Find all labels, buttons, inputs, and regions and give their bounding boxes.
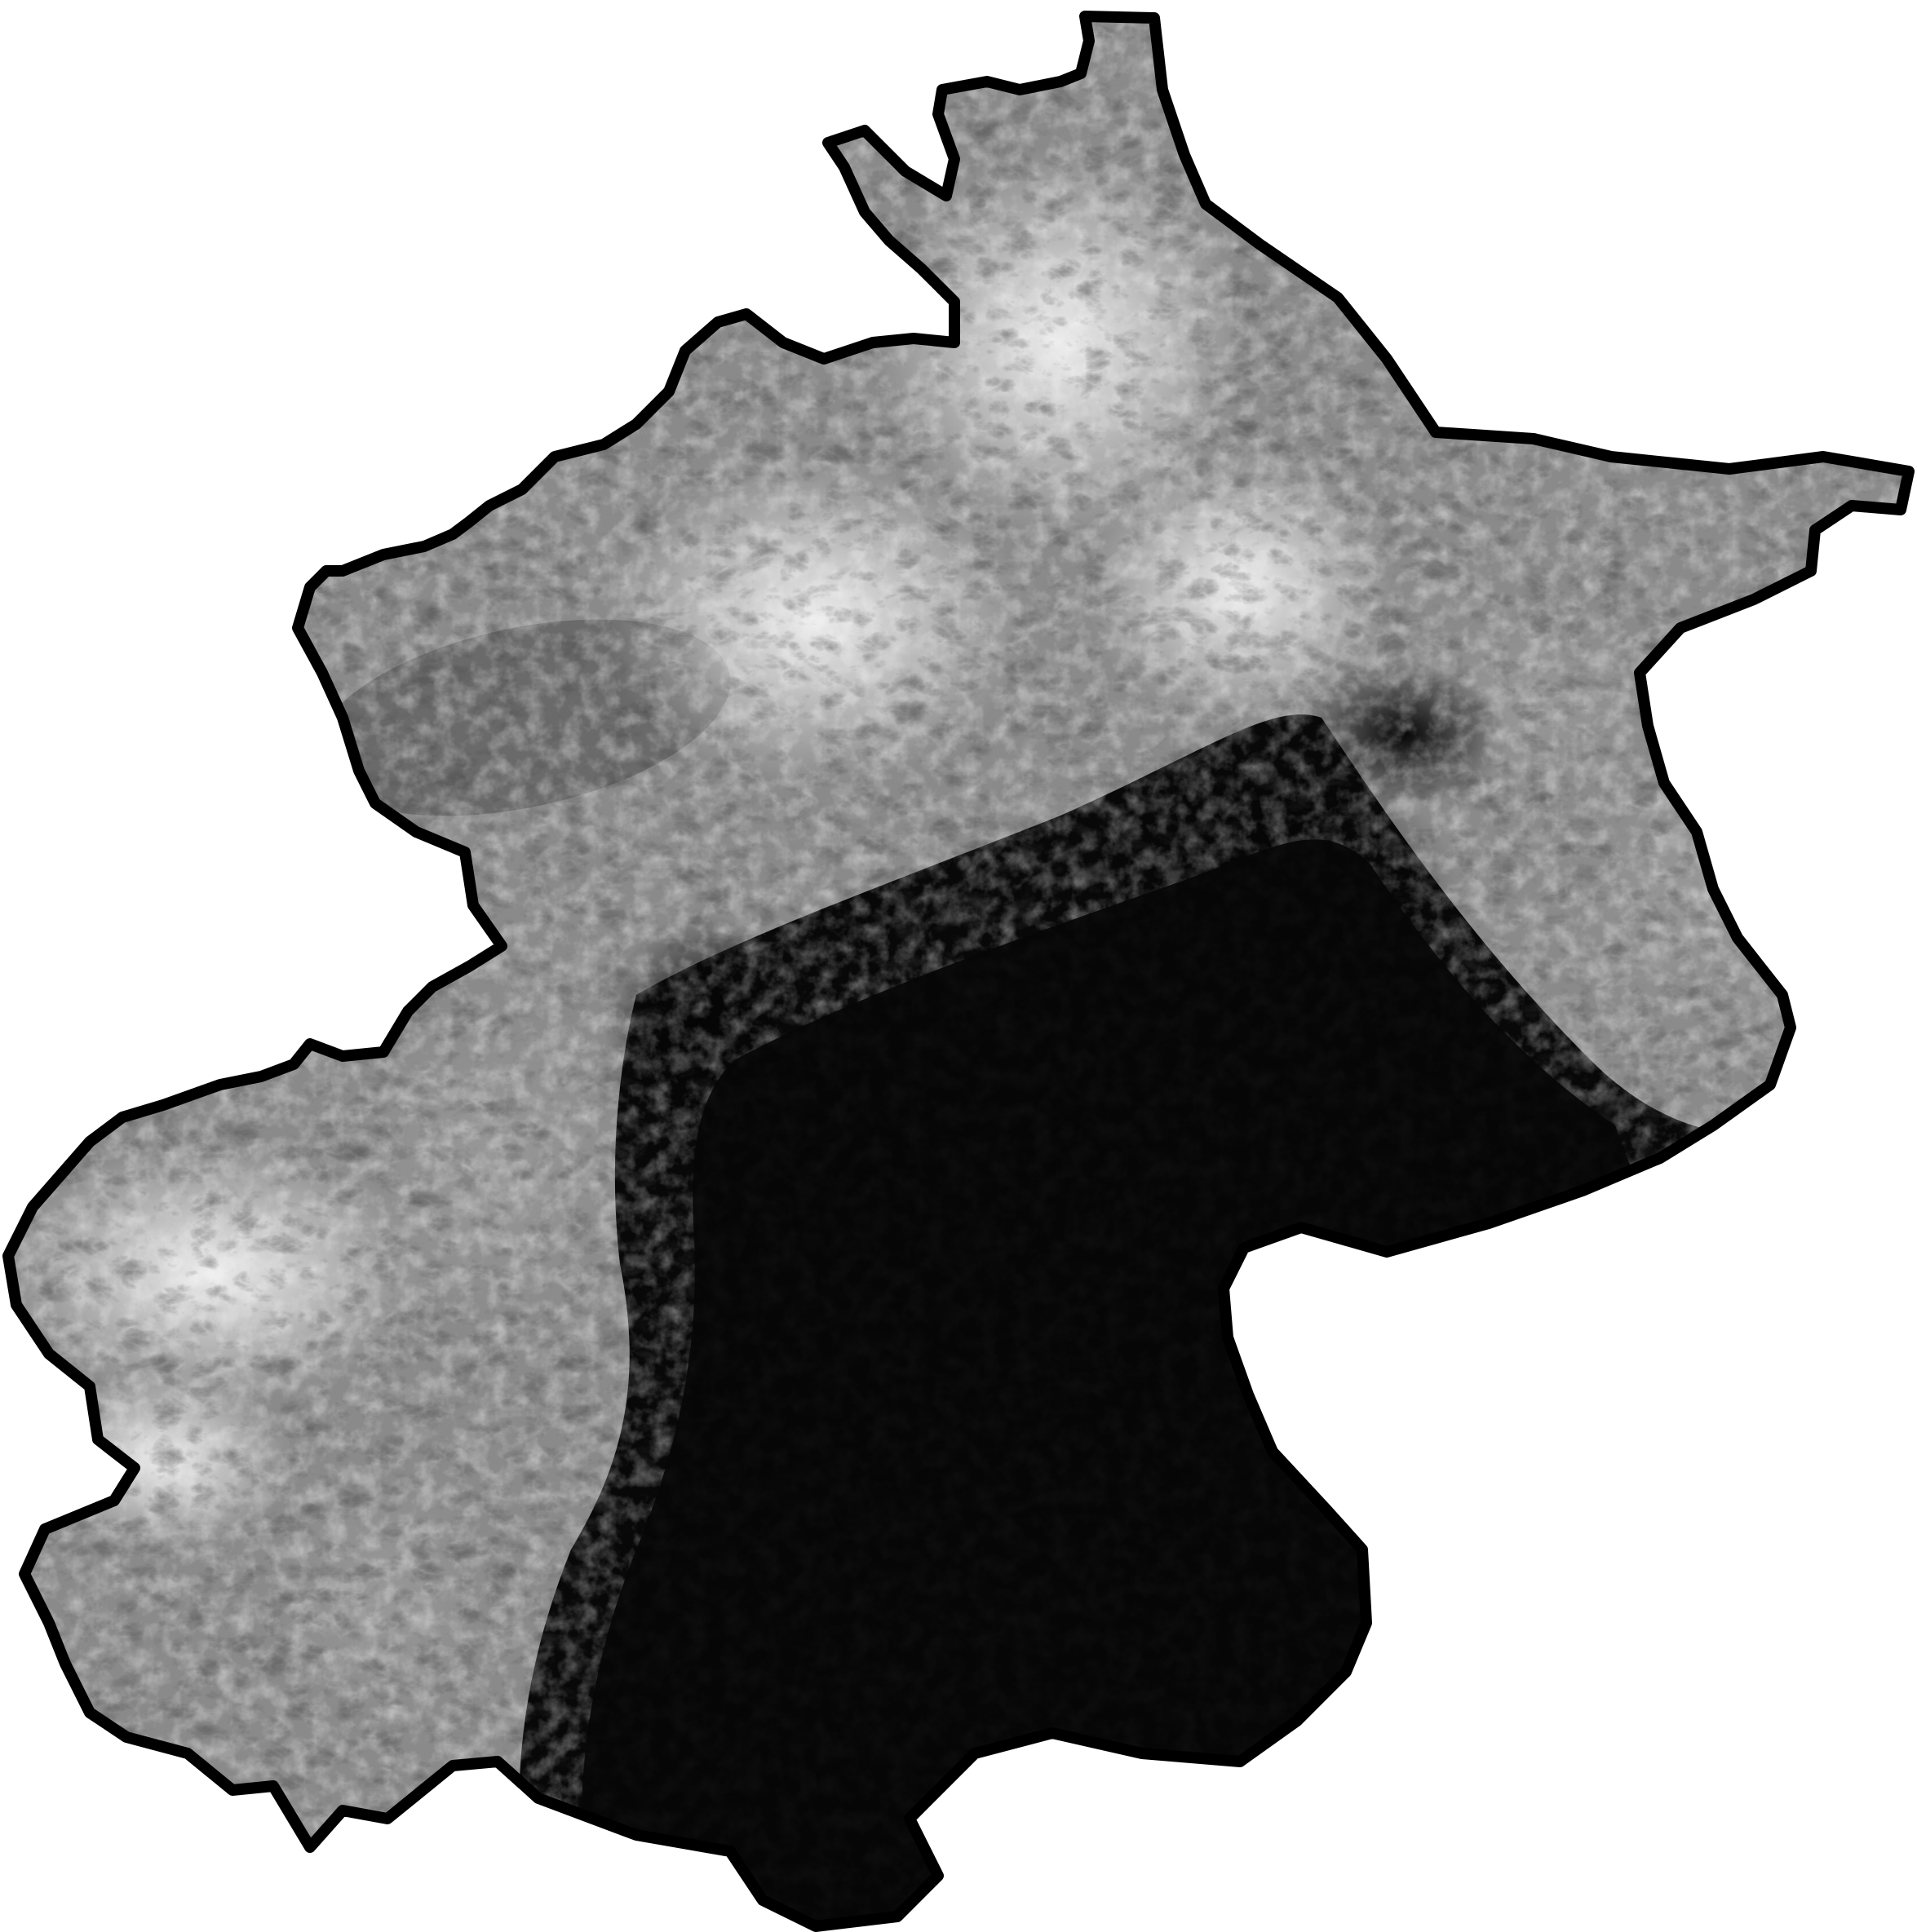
elevation-map [0, 0, 1917, 1932]
terrain-layer [8, 16, 1909, 1926]
elevation-map-svg [0, 0, 1917, 1932]
